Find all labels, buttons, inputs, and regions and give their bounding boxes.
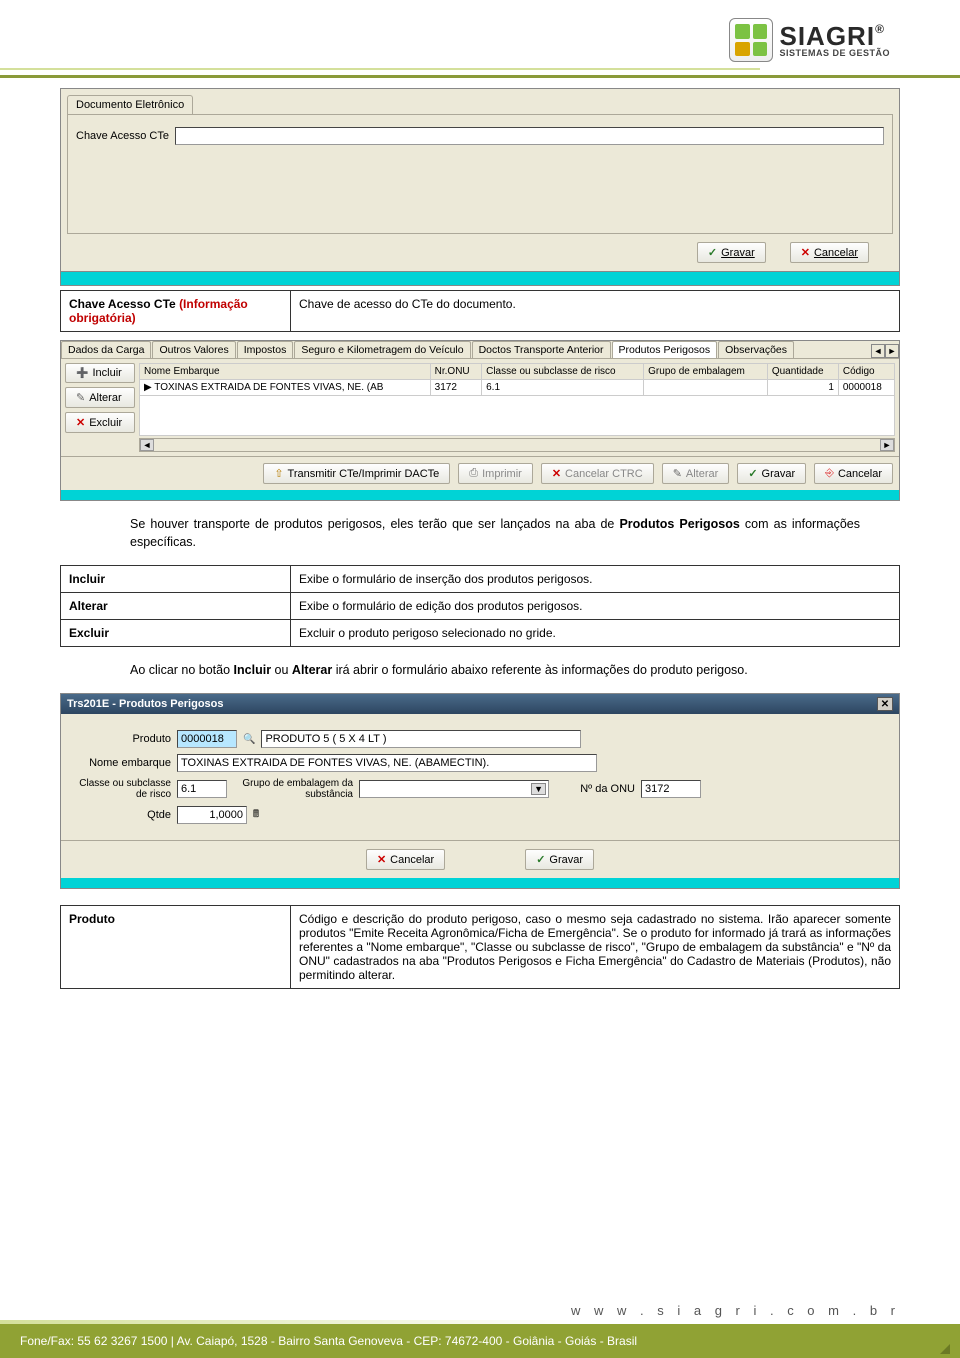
logo-icon — [729, 18, 773, 62]
footer-url: w w w . s i a g r i . c o m . b r — [571, 1303, 900, 1318]
table-row: Chave Acesso CTe (Informação obrigatória… — [61, 291, 291, 332]
tabs-strip: Dados da Carga Outros Valores Impostos S… — [61, 341, 899, 359]
footer-text: Fone/Fax: 55 62 3267 1500 | Av. Caiapó, … — [20, 1334, 637, 1348]
grid-header[interactable]: Código — [838, 364, 894, 380]
grid-header[interactable]: Grupo de embalagem — [644, 364, 768, 380]
tab-seguro-km[interactable]: Seguro e Kilometragem do Veículo — [294, 341, 470, 358]
x-icon — [801, 246, 810, 259]
grid-scrollbar-horizontal[interactable]: ◄► — [139, 438, 895, 452]
label-chave-acesso: Chave Acesso CTe — [76, 130, 169, 142]
label-produto: Produto — [71, 733, 171, 745]
calculator-icon[interactable] — [253, 807, 259, 824]
upload-icon — [274, 467, 283, 480]
logo-subtitle: SISTEMAS DE GESTÃO — [779, 49, 890, 58]
toolbar-gravar-cancelar: Gravar Cancelar — [61, 234, 899, 271]
grid-header[interactable]: Classe ou subclasse de risco — [482, 364, 644, 380]
incluir-button[interactable]: Incluir — [65, 363, 135, 383]
logo-name: SIAGRI — [779, 21, 875, 51]
status-bar — [61, 490, 899, 500]
table-row: IncluirExibe o formulário de inserção do… — [61, 566, 900, 593]
bottom-toolbar: Transmitir CTe/Imprimir DACTe Imprimir C… — [61, 456, 899, 490]
label-onu: Nº da ONU — [555, 783, 635, 795]
check-icon — [536, 853, 545, 866]
footer-address-bar: Fone/Fax: 55 62 3267 1500 | Av. Caiapó, … — [0, 1324, 960, 1358]
label-qtde: Qtde — [71, 809, 171, 821]
table-acoes-buttons: IncluirExibe o formulário de inserção do… — [60, 565, 900, 647]
dialog-gravar-button[interactable]: Gravar — [525, 849, 594, 870]
alterar-toolbar-button[interactable]: Alterar — [662, 463, 730, 484]
grid-header[interactable]: Nome Embarque — [140, 364, 431, 380]
footer-corner-icon — [940, 1344, 950, 1354]
cancelar-toolbar-button[interactable]: Cancelar — [814, 463, 893, 484]
grid-header[interactable]: Nr.ONU — [430, 364, 481, 380]
input-produto-descricao[interactable] — [261, 730, 581, 748]
table-row: Produto Código e descrição do produto pe… — [61, 906, 900, 989]
tab-dados-carga[interactable]: Dados da Carga — [61, 341, 151, 358]
dialog-title: Trs201E - Produtos Perigosos — [67, 698, 224, 710]
x-icon — [76, 416, 85, 429]
status-bar — [61, 878, 899, 888]
page-header: SIAGRI® SISTEMAS DE GESTÃO — [0, 0, 960, 78]
label-nome-embarque: Nome embarque — [71, 757, 171, 769]
tab-produtos-perigosos[interactable]: Produtos Perigosos — [612, 341, 718, 358]
grid-produtos-perigosos: Nome Embarque Nr.ONU Classe ou subclasse… — [139, 363, 895, 436]
input-onu[interactable] — [641, 780, 701, 798]
x-icon — [377, 853, 386, 866]
screenshot-produtos-perigosos-grid: Dados da Carga Outros Valores Impostos S… — [60, 340, 900, 501]
page-content: Documento Eletrônico Chave Acesso CTe Gr… — [0, 78, 960, 989]
logo: SIAGRI® SISTEMAS DE GESTÃO — [729, 18, 890, 62]
tab-impostos[interactable]: Impostos — [237, 341, 294, 358]
tabs-scroll-arrows[interactable]: ◄► — [871, 344, 899, 358]
x-icon — [552, 467, 561, 480]
check-icon — [748, 467, 757, 480]
table-produto-descricao: Produto Código e descrição do produto pe… — [60, 905, 900, 989]
input-chave-acesso-cte[interactable] — [175, 127, 884, 145]
transmitir-button[interactable]: Transmitir CTe/Imprimir DACTe — [263, 463, 450, 484]
table-cell: Chave de acesso do CTe do documento. — [291, 291, 900, 332]
cancelar-button[interactable]: Cancelar — [790, 242, 869, 263]
screenshot-dialog-produtos-perigosos: Trs201E - Produtos Perigosos ✕ Produto N… — [60, 693, 900, 889]
excluir-button[interactable]: Excluir — [65, 412, 135, 433]
table-row: AlterarExibe o formulário de edição dos … — [61, 593, 900, 620]
grid-header[interactable]: Quantidade — [767, 364, 838, 380]
tab-outros-valores[interactable]: Outros Valores — [152, 341, 235, 358]
alterar-button[interactable]: Alterar — [65, 387, 135, 408]
close-button[interactable]: ✕ — [877, 697, 893, 711]
gravar-button[interactable]: Gravar — [697, 242, 766, 263]
gravar-toolbar-button[interactable]: Gravar — [737, 463, 806, 484]
cancelar-ctrc-button[interactable]: Cancelar CTRC — [541, 463, 654, 484]
input-classe[interactable] — [177, 780, 227, 798]
label-classe: Classe ou subclasse de risco — [71, 778, 171, 800]
check-icon — [708, 246, 717, 259]
dialog-cancelar-button[interactable]: Cancelar — [366, 849, 445, 870]
paragraph-produtos-perigosos: Se houver transporte de produtos perigos… — [130, 515, 860, 551]
pencil-icon — [673, 467, 682, 480]
side-buttons: Incluir Alterar Excluir — [65, 363, 135, 452]
tab-doctos-transporte[interactable]: Doctos Transporte Anterior — [472, 341, 611, 358]
logo-reg: ® — [875, 22, 885, 36]
screenshot-doc-eletronico: Documento Eletrônico Chave Acesso CTe Gr… — [60, 88, 900, 286]
label-grupo-embalagem: Grupo de embalagem da substância — [233, 778, 353, 800]
select-grupo-embalagem[interactable] — [359, 780, 549, 798]
search-icon[interactable] — [243, 733, 255, 745]
table-row: ExcluirExcluir o produto perigoso seleci… — [61, 620, 900, 647]
input-produto-codigo[interactable] — [177, 730, 237, 748]
input-qtde[interactable] — [177, 806, 247, 824]
tab-observacoes[interactable]: Observações — [718, 341, 794, 358]
exit-icon — [825, 467, 834, 480]
plus-icon — [76, 367, 88, 379]
status-bar — [61, 271, 899, 285]
print-icon — [469, 467, 478, 480]
page-footer: w w w . s i a g r i . c o m . b r Fone/F… — [0, 1298, 960, 1358]
table-chave-acesso: Chave Acesso CTe (Informação obrigatória… — [60, 290, 900, 332]
dialog-titlebar: Trs201E - Produtos Perigosos ✕ — [61, 694, 899, 714]
header-divider — [0, 68, 760, 70]
pencil-icon — [76, 391, 85, 404]
paragraph-incluir-alterar: Ao clicar no botão Incluir ou Alterar ir… — [130, 661, 860, 679]
tab-documento-eletronico[interactable]: Documento Eletrônico — [67, 95, 193, 114]
grid-row[interactable]: ▶ TOXINAS EXTRAIDA DE FONTES VIVAS, NE. … — [140, 380, 895, 396]
imprimir-button[interactable]: Imprimir — [458, 463, 533, 484]
input-nome-embarque[interactable] — [177, 754, 597, 772]
